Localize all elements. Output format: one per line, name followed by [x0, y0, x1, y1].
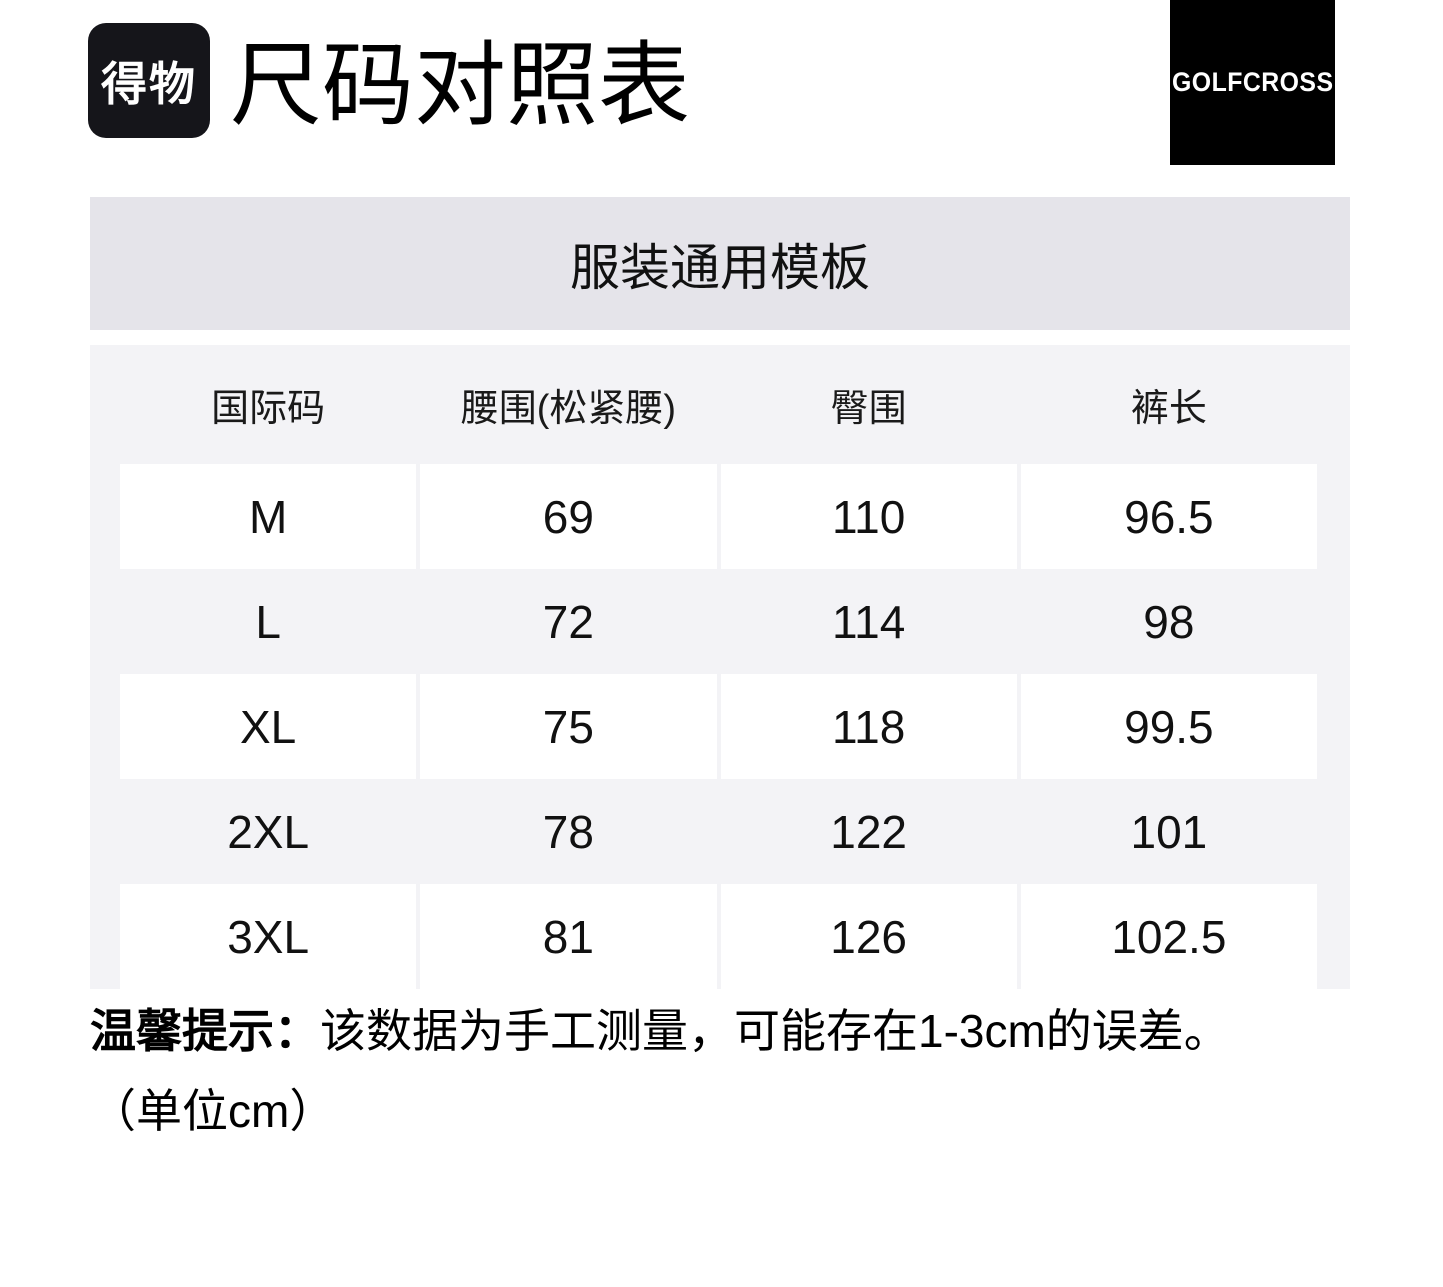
- column-header-length: 裤长: [1130, 388, 1207, 430]
- column-header-hip: 臀围: [830, 388, 907, 430]
- unit-note: （单位cm）: [90, 1085, 336, 1137]
- dewu-logo-text: 得物: [101, 57, 197, 110]
- table-cell: 122: [830, 805, 907, 858]
- table-cell: 78: [542, 805, 594, 858]
- table-cell: M: [120, 464, 417, 569]
- table-cell: 101: [1130, 805, 1208, 858]
- table-cell: 126: [720, 884, 1017, 989]
- table-cell: L: [255, 595, 281, 648]
- table-cell: 81: [420, 884, 717, 989]
- column-header-size: 国际码: [211, 388, 326, 430]
- table-cell: 72: [542, 595, 594, 648]
- tip-note: 温馨提示：该数据为手工测量，可能存在1-3cm的误差。: [90, 1000, 1230, 1062]
- table-cell: XL: [120, 674, 417, 779]
- brand-name: GOLFCROSS: [1171, 67, 1334, 97]
- page-title: 尺码对照表: [230, 35, 691, 137]
- brand-badge: GOLFCROSS: [1170, 0, 1335, 165]
- table-cell: 114: [831, 595, 906, 648]
- table-cell: 118: [720, 674, 1017, 779]
- table-cell: 75: [420, 674, 717, 779]
- size-table: 国际码 腰围(松紧腰) 臀围 裤长 M 69 110 96.5 L 72 114…: [90, 345, 1350, 989]
- template-label: 服装通用模板: [570, 239, 870, 296]
- table-cell: 110: [720, 464, 1017, 569]
- table-header-row: 国际码 腰围(松紧腰) 臀围 裤长: [90, 345, 1350, 464]
- tip-note-label: 温馨提示：: [90, 1005, 320, 1057]
- table-cell: 102.5: [1020, 884, 1317, 989]
- table-cell: 3XL: [120, 884, 417, 989]
- dewu-logo: 得物: [88, 23, 210, 138]
- table-cell: 96.5: [1020, 464, 1317, 569]
- table-row: M 69 110 96.5: [90, 464, 1350, 569]
- table-cell: 2XL: [227, 805, 310, 858]
- table-row: XL 75 118 99.5: [90, 674, 1350, 779]
- table-cell: 99.5: [1020, 674, 1317, 779]
- tip-note-text: 该数据为手工测量，可能存在1-3cm的误差。: [320, 1005, 1230, 1057]
- table-cell: 69: [420, 464, 717, 569]
- template-bar: 服装通用模板: [90, 197, 1350, 330]
- column-header-waist: 腰围(松紧腰): [460, 388, 677, 430]
- table-cell: 98: [1143, 595, 1195, 648]
- table-row: L 72 114 98: [90, 569, 1350, 674]
- table-row: 2XL 78 122 101: [90, 779, 1350, 884]
- table-row: 3XL 81 126 102.5: [90, 884, 1350, 989]
